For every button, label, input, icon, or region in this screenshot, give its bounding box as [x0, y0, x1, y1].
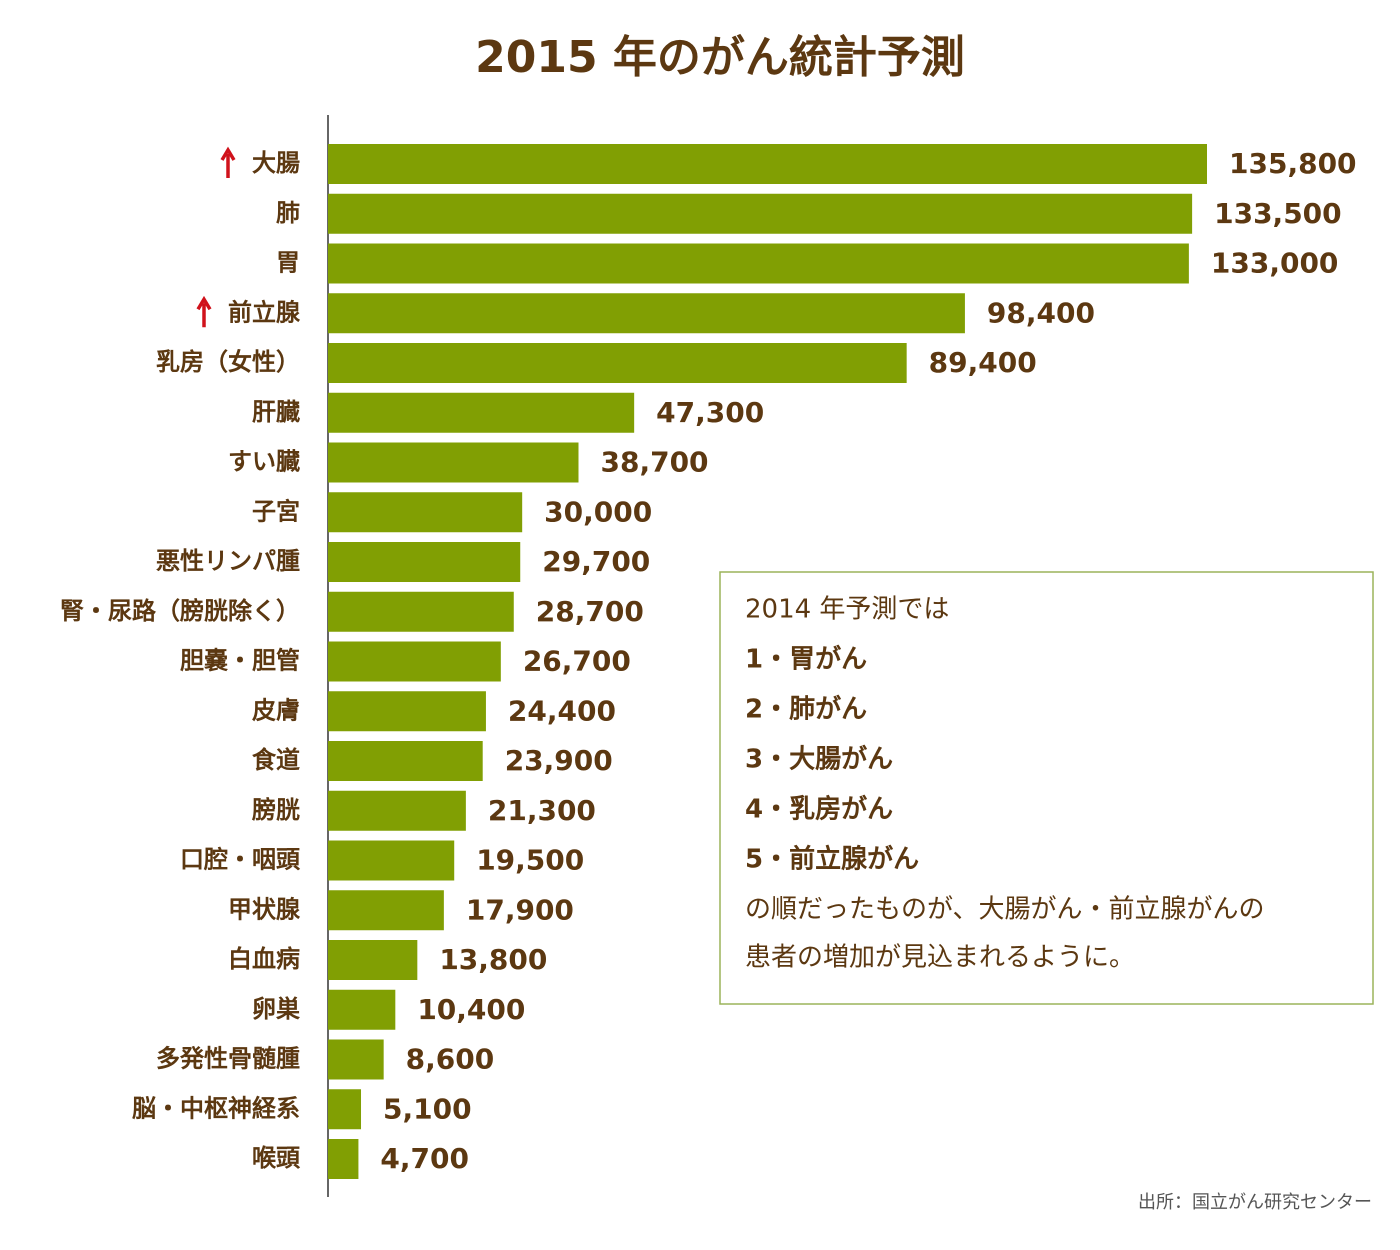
bar	[328, 293, 965, 334]
value-label: 8,600	[406, 1043, 495, 1076]
bar	[328, 1089, 362, 1130]
up-arrow	[196, 295, 212, 328]
value-label: 21,300	[488, 794, 596, 827]
bar	[328, 144, 1207, 184]
value-label: 47,300	[656, 396, 764, 429]
category-label: 喉頭	[252, 1144, 301, 1172]
category-label: 食道	[252, 746, 300, 774]
chart-title: 2015 年のがん統計予測	[475, 32, 965, 83]
bar	[328, 691, 486, 732]
category-label: 胆嚢・胆管	[180, 647, 300, 675]
value-label: 19,500	[476, 844, 584, 877]
value-label: 26,700	[523, 645, 631, 678]
value-label: 133,500	[1214, 197, 1342, 230]
bar	[328, 840, 455, 881]
value-label: 135,800	[1229, 147, 1357, 180]
bar	[328, 542, 521, 582]
annotation-item: 2・肺がん	[745, 694, 867, 725]
category-label: 子宮	[252, 497, 300, 525]
category-label: 悪性リンパ腫	[156, 547, 300, 575]
bar	[328, 1039, 384, 1080]
category-label: 甲状腺	[228, 895, 301, 923]
bar	[328, 741, 483, 781]
value-label: 29,700	[542, 545, 650, 578]
bar	[328, 492, 523, 533]
bar	[328, 940, 418, 980]
category-label: 多発性骨髄腫	[156, 1045, 300, 1073]
category-label: 膀胱	[251, 796, 300, 824]
category-label: 口腔・咽頭	[180, 846, 301, 874]
category-label: 腎・尿路（膀胱除く）	[60, 597, 300, 625]
up-arrow	[220, 146, 236, 178]
annotation-box	[719, 571, 1374, 1005]
annotation-note: 患者の増加が見込まれるように。	[745, 943, 1135, 973]
category-label: 卵巣	[252, 995, 301, 1023]
value-label: 24,400	[508, 694, 616, 727]
source: 出所：国立がん研究センター	[1138, 1192, 1372, 1213]
value-label: 98,400	[987, 296, 1095, 329]
annotation-item: 4・乳房がん	[745, 794, 893, 825]
category-label: 脳・中枢神経系	[132, 1094, 300, 1122]
value-label: 10,400	[417, 993, 525, 1026]
value-label: 89,400	[929, 346, 1037, 379]
bar	[328, 989, 396, 1030]
bar	[328, 343, 907, 383]
category-label: 皮膚	[252, 696, 300, 724]
bar	[328, 392, 635, 433]
bar	[328, 243, 1189, 284]
value-label: 13,800	[439, 943, 547, 976]
category-label: 乳房（女性）	[156, 348, 300, 376]
annotation-item: 3・大腸がん	[745, 744, 893, 775]
value-label: 23,900	[505, 744, 613, 777]
annotation-item: 1・胃がん	[745, 644, 867, 675]
bar	[328, 442, 579, 483]
value-label: 38,700	[600, 446, 708, 479]
bar	[328, 890, 444, 931]
bar	[328, 591, 514, 632]
annotation-title: 2014 年予測では	[745, 595, 949, 625]
annotation-item: 5・前立腺がん	[745, 844, 919, 875]
value-label: 133,000	[1211, 247, 1339, 280]
bar	[328, 790, 466, 831]
bar	[328, 1139, 359, 1179]
value-label: 17,900	[466, 893, 574, 926]
category-label: すい臓	[228, 448, 300, 476]
category-label: 肺	[276, 199, 300, 227]
value-label: 4,700	[380, 1142, 469, 1175]
category-label: 胃	[276, 249, 300, 277]
category-label: 白血病	[228, 945, 300, 973]
value-label: 28,700	[536, 595, 644, 628]
bar	[328, 641, 501, 682]
annotation-note: の順だったものが、大腸がん・前立腺がんの	[745, 895, 1264, 925]
bar	[328, 193, 1193, 234]
category-label: 大腸	[252, 149, 300, 177]
category-label: 前立腺	[228, 298, 301, 326]
value-label: 5,100	[383, 1092, 472, 1125]
category-label: 肝臓	[252, 398, 300, 426]
value-label: 30,000	[544, 495, 652, 528]
